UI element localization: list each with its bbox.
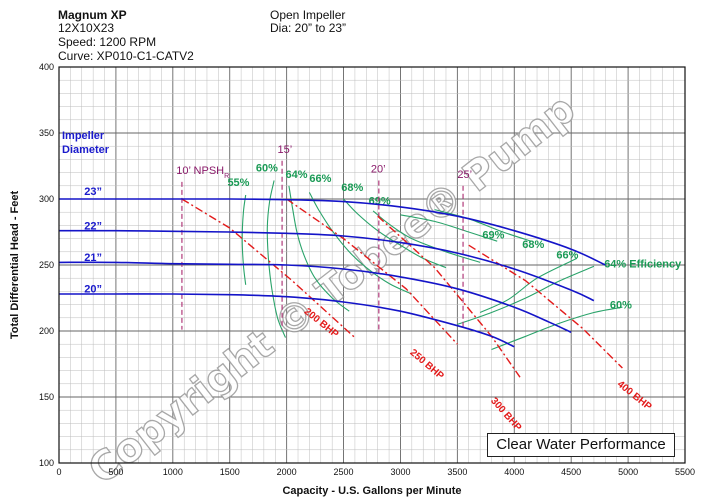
efficiency-curve (434, 209, 532, 242)
efficiency-label: 64% (285, 169, 307, 181)
npsh-label: 15’ (278, 144, 293, 156)
npsh-lines: 10’ NPSHR 15’ 20’ 25’ (176, 144, 472, 330)
bhp-line (181, 198, 356, 339)
efficiency-curve (372, 210, 481, 263)
efficiency-label: 60% (610, 300, 632, 312)
npsh-label: 10’ NPSHR (176, 165, 229, 180)
y-tick-label: 350 (39, 128, 54, 138)
x-tick-label: 4000 (504, 467, 524, 477)
y-tick-label: 400 (39, 62, 54, 72)
y-tick-label: 250 (39, 260, 54, 270)
tick-labels: 0 500 1000 1500 2000 2500 3000 3500 4000 4500 5000… (39, 62, 695, 477)
efficiency-label: 55% (227, 177, 249, 189)
y-tick-label: 150 (39, 392, 54, 402)
head-curve-label: 23” (84, 186, 102, 198)
head-curve-label: 22” (84, 220, 102, 232)
x-tick-label: 5000 (618, 467, 638, 477)
impeller-dia-text: Dia: 20” to 23” (270, 21, 347, 35)
x-tick-label: 500 (108, 467, 123, 477)
pump-size-text: 12X10X23 (58, 21, 115, 35)
efficiency-label: 68% (341, 182, 363, 194)
efficiency-label: 60% (256, 162, 278, 174)
efficiency-curve (400, 214, 498, 242)
x-tick-label: 2500 (334, 467, 354, 477)
efficiency-label: 68% (522, 239, 544, 251)
x-tick-label: 3000 (390, 467, 410, 477)
efficiency-label: 69% (482, 230, 504, 242)
npsh-subscript: R (224, 172, 229, 179)
efficiency-curve (241, 194, 247, 285)
bhp-line (377, 215, 521, 378)
impeller-diameter-title: Impeller (62, 130, 105, 142)
pump-model-title: Magnum XP (58, 8, 127, 22)
y-tick-label: 200 (39, 326, 54, 336)
y-axis-label: Total Differential Head - Feet (9, 191, 21, 340)
pump-speed-text: Speed: 1200 RPM (58, 35, 157, 49)
efficiency-label: 66% (309, 173, 331, 185)
npsh-label: 20’ (371, 164, 386, 176)
x-tick-label: 2000 (277, 467, 297, 477)
x-tick-label: 1000 (163, 467, 183, 477)
x-tick-label: 4500 (561, 467, 581, 477)
head-curve (58, 229, 595, 302)
x-tick-label: 3500 (447, 467, 467, 477)
efficiency-curve (457, 265, 595, 325)
plot-border (58, 66, 686, 464)
efficiency-curve (308, 192, 413, 295)
x-axis-label: Capacity - U.S. Gallons per Minute (282, 485, 461, 497)
npsh-label: 25’ (457, 169, 472, 181)
clear-water-performance-box: Clear Water Performance (487, 433, 675, 457)
efficiency-curve (479, 257, 578, 314)
head-curve-label: 21” (84, 252, 102, 264)
x-tick-label: 5500 (675, 467, 695, 477)
pump-curve-text: Curve: XP010-C1-CATV2 (58, 49, 194, 63)
y-tick-label: 300 (39, 194, 54, 204)
head-curve (58, 293, 515, 348)
efficiency-curve (491, 306, 623, 351)
x-tick-label: 1500 (220, 467, 240, 477)
bhp-label: 300 BHP (488, 396, 523, 434)
plot-frame (58, 66, 686, 464)
head-curve (59, 198, 606, 266)
bhp-label: 250 BHP (408, 347, 446, 382)
x-tick-label: 0 (56, 467, 61, 477)
head-curves: 23” 22” 21” 20” (58, 186, 606, 348)
chart-labels: Capacity - U.S. Gallons per Minute Total … (9, 130, 462, 497)
efficiency-label: 64% Efficiency (604, 259, 682, 271)
efficiency-label: 66% (556, 249, 578, 261)
efficiency-curves: 55%60%64% 66%68%69%69%68%66%64% Efficienc… (227, 162, 682, 351)
efficiency-curve (266, 180, 287, 338)
impeller-type-text: Open Impeller (270, 8, 346, 22)
bhp-line (286, 198, 458, 345)
head-curve (58, 261, 572, 334)
impeller-diameter-title: Diameter (62, 144, 110, 156)
y-tick-label: 100 (39, 458, 54, 468)
head-curve-label: 20” (84, 284, 102, 296)
efficiency-curve (288, 185, 350, 312)
